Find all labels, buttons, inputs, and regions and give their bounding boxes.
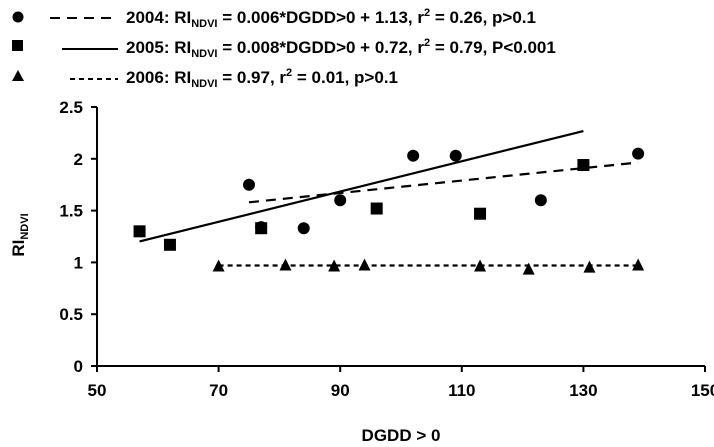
data-point-2006 xyxy=(474,259,487,272)
y-axis: 0 0.5 1 1.5 2 2.5 xyxy=(59,98,98,376)
y-tick-label: 0.5 xyxy=(59,305,83,324)
data-point-2005 xyxy=(255,222,268,235)
data-point-2004 xyxy=(449,149,462,162)
data-point-2006 xyxy=(583,260,596,273)
x-axis-title: DGDD > 0 xyxy=(362,426,441,445)
x-axis: 50 70 90 110 130 150 xyxy=(88,365,714,400)
data-point-2006 xyxy=(328,259,341,272)
data-point-2004 xyxy=(297,222,310,235)
data-point-2005 xyxy=(370,202,383,215)
data-point-2004 xyxy=(534,194,547,207)
legend-label-2006: 2006: RINDVI = 0.97, r2 = 0.01, p>0.1 xyxy=(126,67,398,90)
data-points xyxy=(133,147,645,275)
legend-entry-2005: 2005: RINDVI = 0.008*DGDD>0 + 0.72, r2 =… xyxy=(12,37,556,60)
y-tick-label: 0 xyxy=(74,357,83,376)
data-point-2004 xyxy=(334,194,347,207)
data-point-2005 xyxy=(133,225,146,238)
x-tick-label: 70 xyxy=(209,381,228,400)
x-tick-label: 130 xyxy=(569,381,597,400)
legend-entry-2006: 2006: RINDVI = 0.97, r2 = 0.01, p>0.1 xyxy=(12,67,398,90)
y-tick-label: 2.5 xyxy=(59,98,83,117)
data-point-2005 xyxy=(577,159,590,172)
fit-line-2004 xyxy=(248,161,639,204)
fit-lines xyxy=(139,129,639,267)
data-point-2004 xyxy=(407,149,420,162)
x-tick-label: 110 xyxy=(448,381,475,400)
y-axis-title-sub: NDVI xyxy=(19,213,31,239)
y-axis-title: RINDVI xyxy=(9,213,31,256)
y-tick-label: 1.5 xyxy=(59,202,83,221)
data-point-2006 xyxy=(522,262,535,275)
data-point-2005 xyxy=(474,207,487,220)
y-tick-label: 2 xyxy=(74,150,83,169)
fit-line-2005 xyxy=(139,129,584,243)
data-point-2006 xyxy=(279,258,292,271)
x-tick-label: 150 xyxy=(691,381,714,400)
x-tick-label: 50 xyxy=(88,381,107,400)
legend-marker-2006 xyxy=(12,70,24,81)
x-tick-label: 90 xyxy=(331,381,350,400)
legend-label-2005: 2005: RINDVI = 0.008*DGDD>0 + 0.72, r2 =… xyxy=(126,37,556,60)
data-point-2006 xyxy=(632,258,645,271)
data-point-2006 xyxy=(212,259,225,272)
data-point-2006 xyxy=(358,258,371,271)
legend-marker-2004 xyxy=(12,11,24,23)
legend-entry-2004: 2004: RINDVI = 0.006*DGDD>0 + 1.13, r2 =… xyxy=(12,7,536,30)
legend-label-2004: 2004: RINDVI = 0.006*DGDD>0 + 1.13, r2 =… xyxy=(126,7,536,30)
data-point-2004 xyxy=(632,147,645,160)
y-axis-title-main: RI xyxy=(9,240,28,257)
legend-marker-2005 xyxy=(12,40,23,51)
y-tick-label: 1 xyxy=(74,253,83,272)
data-point-2004 xyxy=(243,178,255,191)
legend: 2004: RINDVI = 0.006*DGDD>0 + 1.13, r2 =… xyxy=(12,7,556,90)
data-point-2005 xyxy=(163,238,176,251)
